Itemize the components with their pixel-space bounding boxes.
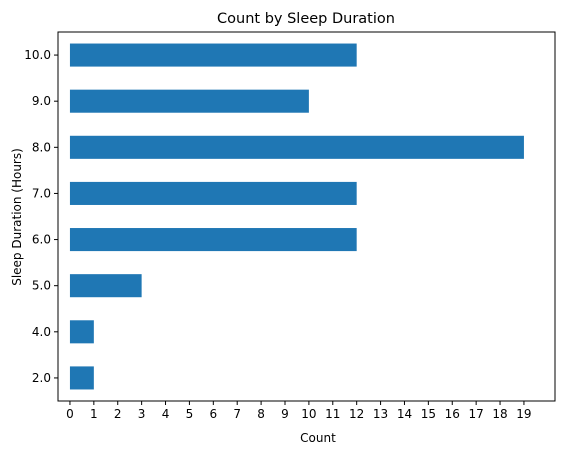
x-tick-label: 8 (257, 407, 265, 421)
x-tick-label: 6 (209, 407, 217, 421)
y-tick-label: 7.0 (32, 186, 51, 200)
x-tick-label: 14 (397, 407, 412, 421)
y-tick-label: 2.0 (32, 371, 51, 385)
x-tick-label: 0 (66, 407, 74, 421)
x-tick-label: 2 (114, 407, 122, 421)
bar-6.0 (69, 228, 357, 252)
y-axis: 2.0 4.0 5.0 6.0 7.0 8.0 9.0 10.0 (24, 48, 58, 385)
bar-10.0 (69, 43, 357, 67)
x-axis: 0 1 2 3 4 5 6 7 8 9 10 11 12 13 14 15 16 17 18 19 (66, 401, 532, 421)
x-tick-label: 1 (90, 407, 98, 421)
bar-5.0 (69, 274, 142, 298)
bar-4.0 (69, 320, 94, 344)
x-tick-label: 17 (469, 407, 484, 421)
bar-2.0 (69, 366, 94, 390)
plot-frame (57, 31, 556, 402)
x-tick-label: 10 (301, 407, 316, 421)
x-tick-label: 3 (138, 407, 146, 421)
x-tick-label: 5 (186, 407, 194, 421)
x-tick-label: 11 (325, 407, 340, 421)
x-tick-label: 13 (373, 407, 388, 421)
x-tick-label: 18 (492, 407, 507, 421)
x-tick-label: 12 (349, 407, 364, 421)
x-tick-label: 19 (516, 407, 531, 421)
y-tick-label: 8.0 (32, 140, 51, 154)
y-tick-label: 10.0 (24, 48, 51, 62)
bar-8.0 (69, 135, 524, 159)
x-axis-title: Count (300, 431, 336, 445)
bar-9.0 (69, 89, 309, 113)
y-tick-label: 5.0 (32, 279, 51, 293)
x-tick-label: 4 (162, 407, 170, 421)
chart-title: Count by Sleep Duration (217, 11, 395, 27)
x-tick-label: 7 (233, 407, 241, 421)
x-tick-label: 16 (445, 407, 460, 421)
y-tick-label: 6.0 (32, 233, 51, 247)
bar-7.0 (69, 181, 357, 205)
y-axis-title: Sleep Duration (Hours) (10, 148, 24, 286)
y-tick-label: 4.0 (32, 325, 51, 339)
x-tick-label: 15 (421, 407, 436, 421)
bars-group (69, 43, 524, 390)
x-tick-label: 9 (281, 407, 289, 421)
y-tick-label: 9.0 (32, 94, 51, 108)
